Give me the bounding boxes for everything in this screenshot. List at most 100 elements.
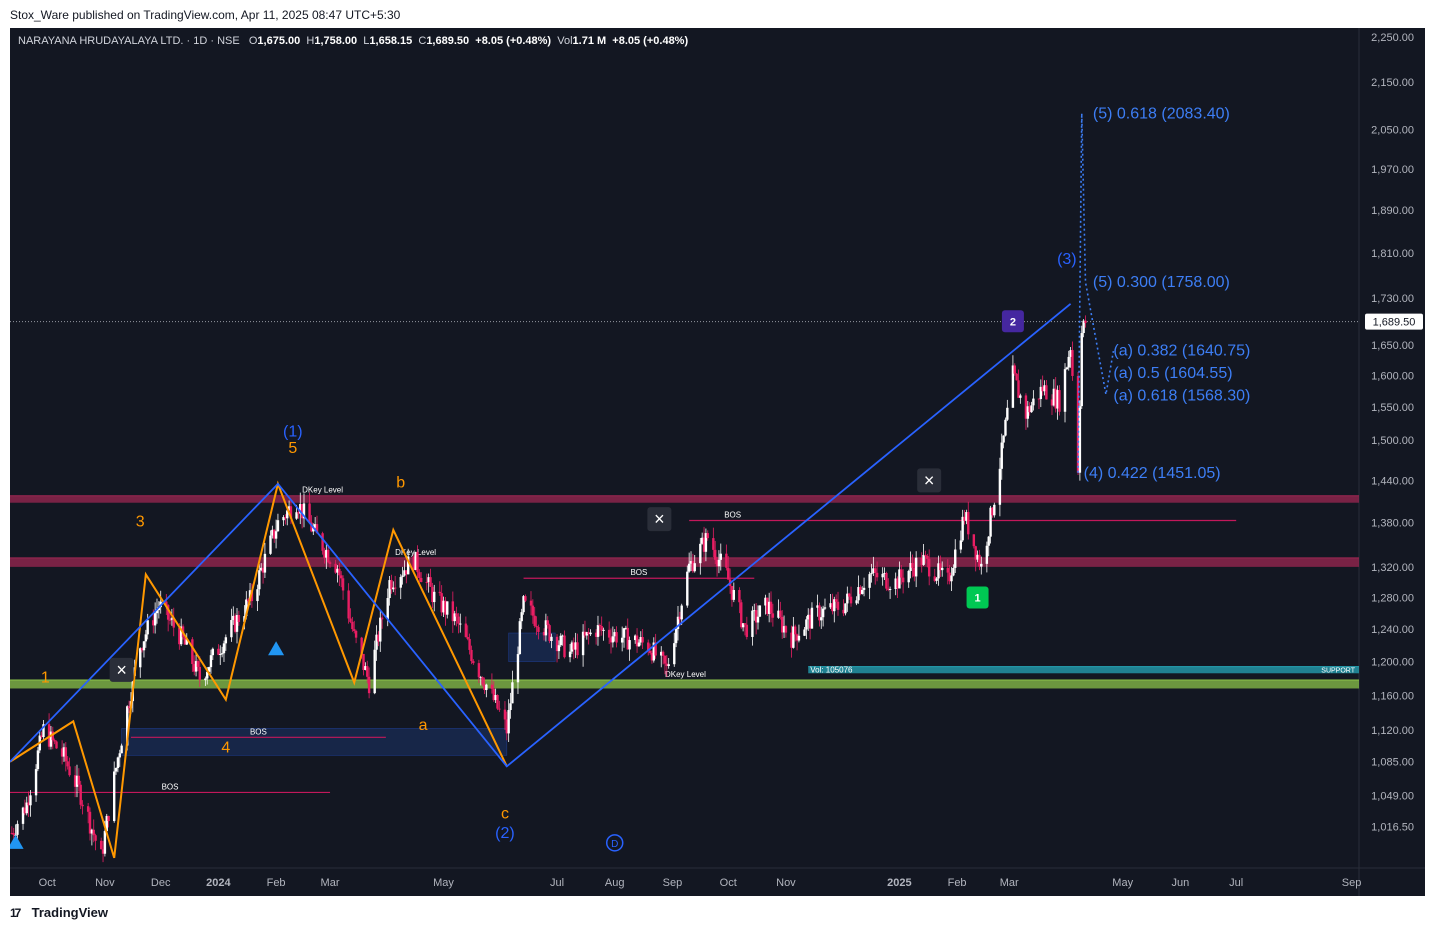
- signal-text: 2: [1010, 316, 1016, 328]
- candle-body: [274, 531, 278, 539]
- y-tick-label: 1,550.00: [1371, 402, 1414, 414]
- candle-body: [808, 614, 812, 629]
- candle-body: [427, 577, 430, 583]
- candle-body: [715, 559, 719, 567]
- y-tick-label: 1,016.50: [1371, 822, 1414, 834]
- candle-body: [196, 661, 200, 667]
- candle-body: [354, 630, 358, 638]
- signal-marker: 1: [966, 586, 989, 609]
- candle-body: [751, 610, 754, 637]
- x-tick-label: 2024: [206, 877, 231, 889]
- candle-body: [740, 602, 743, 628]
- candle-body: [366, 666, 369, 677]
- candle-body: [862, 587, 866, 590]
- candle-body: [505, 719, 509, 734]
- candle-body: [911, 563, 914, 568]
- candle-body: [323, 550, 326, 558]
- candle-body: [312, 527, 315, 532]
- candle-body: [1080, 333, 1083, 407]
- y-tick-label: 1,160.00: [1371, 690, 1414, 702]
- candle-body: [807, 614, 810, 620]
- candle-body: [624, 627, 628, 629]
- candle-body: [405, 570, 408, 575]
- candle-body: [183, 637, 187, 645]
- candle-body: [237, 615, 241, 622]
- candle-body: [779, 610, 782, 617]
- candle-body: [1032, 398, 1035, 406]
- candle-body: [609, 637, 613, 643]
- candle-body: [816, 605, 819, 608]
- candle-body: [36, 750, 40, 770]
- candle-body: [1030, 405, 1033, 413]
- candle-body: [991, 507, 994, 516]
- candle-body: [470, 649, 473, 662]
- candle-body: [743, 623, 747, 625]
- candle-body: [23, 807, 27, 814]
- candle-body: [88, 811, 92, 834]
- y-tick-label: 1,890.00: [1371, 205, 1414, 217]
- candle-body: [496, 694, 499, 709]
- candle-body: [753, 610, 756, 612]
- x-tick-label: Nov: [95, 877, 115, 889]
- candle-body: [987, 536, 990, 546]
- candle-body: [412, 556, 415, 570]
- candle-body: [998, 468, 1002, 505]
- candle-body: [926, 555, 929, 559]
- candle-body: [1043, 385, 1046, 392]
- candle-body: [472, 661, 475, 664]
- candle-body: [661, 651, 665, 656]
- candle-body: [51, 731, 54, 741]
- candle-body: [438, 591, 442, 594]
- candle-body: [805, 619, 808, 630]
- candle-body: [797, 635, 801, 641]
- candle-body: [446, 601, 449, 615]
- candle-body: [829, 603, 832, 608]
- candle-body: [635, 635, 639, 647]
- candle-body: [86, 806, 90, 812]
- candle-body: [403, 570, 406, 576]
- close-icon: ×: [116, 660, 127, 680]
- candle-body: [563, 635, 566, 658]
- open-value: 1,675.00: [257, 35, 301, 47]
- candle-body: [153, 613, 157, 626]
- candle-body: [390, 580, 393, 590]
- candle-body: [712, 538, 715, 550]
- candle-body: [302, 503, 306, 519]
- candle-body: [1071, 350, 1074, 376]
- candle-body: [727, 567, 730, 580]
- candle-body: [933, 576, 936, 581]
- candle-body: [555, 636, 559, 652]
- candle-body: [922, 554, 925, 565]
- candle-body: [836, 601, 840, 610]
- candle-body: [868, 574, 871, 588]
- chart-frame[interactable]: 2,250.00 2,150.00 2,050.00 1,970.00 1,890.00…: [10, 28, 1425, 896]
- candle-body: [855, 600, 858, 604]
- x-tick-label: Nov: [776, 877, 796, 889]
- y-tick-label: 1,085.00: [1371, 757, 1414, 769]
- candle-body: [907, 570, 910, 583]
- candle-body: [537, 627, 540, 632]
- candle-body: [341, 578, 345, 591]
- candle-body: [114, 768, 118, 772]
- candle-body: [607, 629, 611, 638]
- candle-body: [730, 585, 734, 600]
- candle-body: [766, 597, 769, 614]
- fib-annotation: (a) 0.618 (1568.30): [1113, 388, 1250, 405]
- chart-canvas[interactable]: 2,250.00 2,150.00 2,050.00 1,970.00 1,890.00…: [10, 28, 1425, 896]
- candle-body: [665, 663, 669, 667]
- candle-body: [974, 546, 977, 560]
- candle-body: [756, 616, 760, 623]
- candle-body: [859, 587, 862, 594]
- candle-body: [900, 569, 903, 578]
- candle-body: [485, 684, 488, 691]
- candle-body: [745, 624, 749, 637]
- candle-body: [989, 507, 992, 537]
- candle-body: [1078, 406, 1082, 473]
- close-x-badge: [109, 657, 134, 682]
- candle-body: [706, 533, 709, 539]
- candle-body: [194, 661, 198, 672]
- candle-body: [373, 649, 376, 694]
- candle-body: [222, 643, 226, 654]
- candle-body: [185, 639, 188, 645]
- candle-body: [1076, 375, 1080, 473]
